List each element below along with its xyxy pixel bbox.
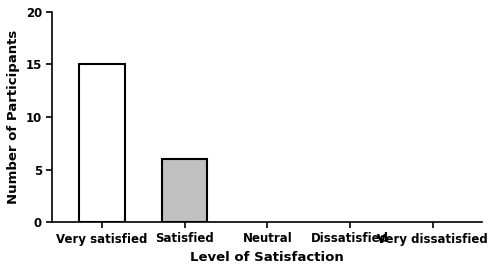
Bar xyxy=(79,64,124,222)
Y-axis label: Number of Participants: Number of Participants xyxy=(7,30,20,204)
Bar xyxy=(162,159,208,222)
X-axis label: Level of Satisfaction: Level of Satisfaction xyxy=(190,251,344,264)
